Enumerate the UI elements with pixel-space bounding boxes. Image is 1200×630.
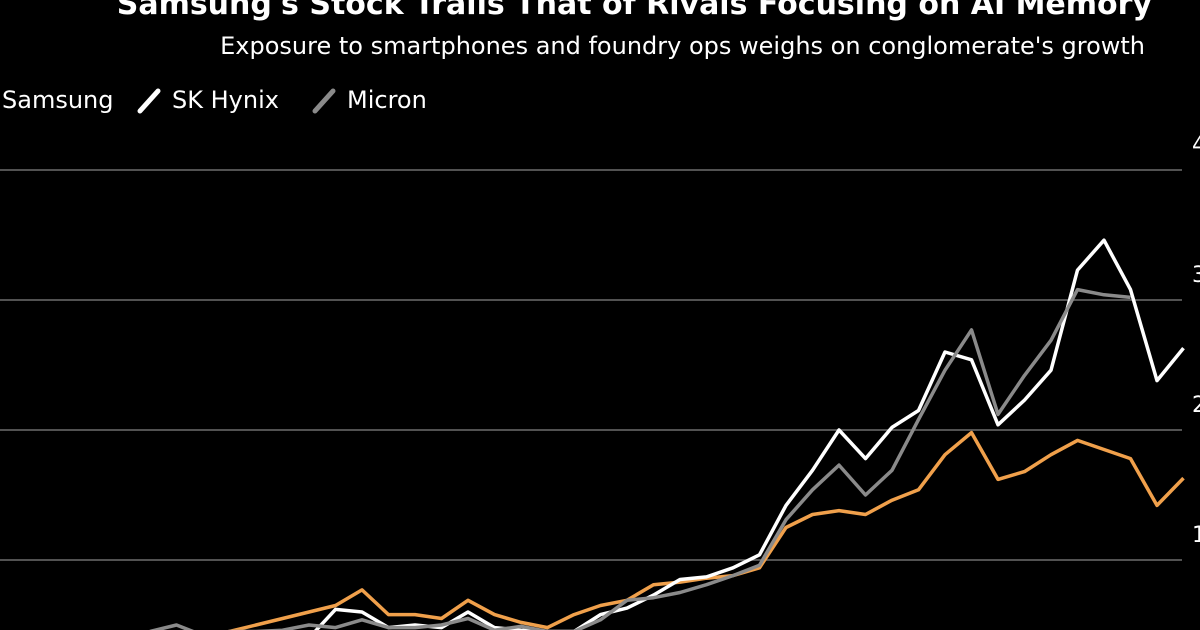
chart-title: Samsung's Stock Trails That of Rivals Fo… bbox=[117, 0, 1153, 22]
series-line bbox=[149, 287, 1131, 630]
y-tick-label: 1 bbox=[1192, 523, 1200, 548]
legend-label: Samsung bbox=[2, 86, 113, 114]
legend-label: Micron bbox=[347, 86, 427, 114]
chart-subtitle: Exposure to smartphones and foundry ops … bbox=[220, 32, 1145, 60]
legend-label: SK Hynix bbox=[172, 86, 279, 114]
series-line bbox=[314, 238, 1185, 630]
legend-swatch bbox=[137, 88, 161, 114]
y-tick-label: 4 bbox=[1192, 133, 1200, 158]
series-line bbox=[227, 430, 1185, 630]
y-tick-label: 3 bbox=[1192, 263, 1200, 288]
y-tick-label: 2 bbox=[1192, 393, 1200, 418]
legend-swatch bbox=[312, 88, 336, 114]
